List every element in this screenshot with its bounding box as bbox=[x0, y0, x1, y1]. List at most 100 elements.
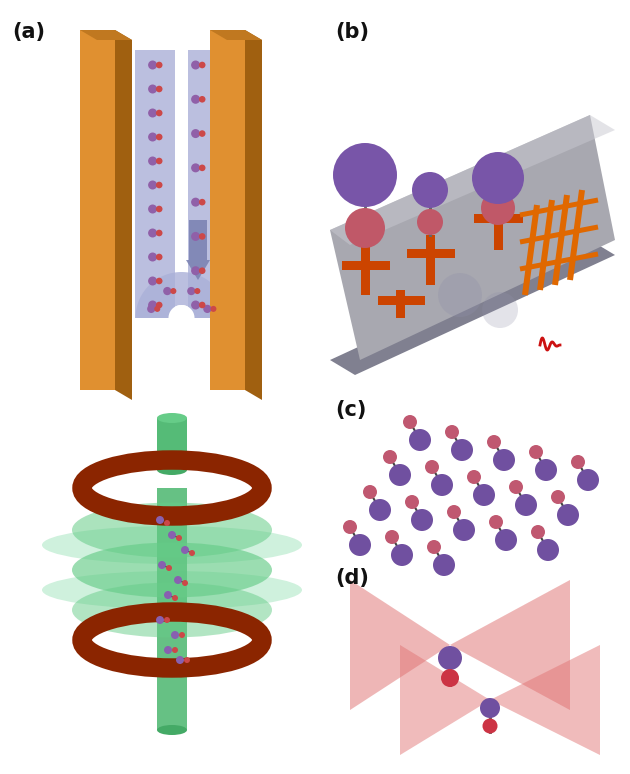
Circle shape bbox=[531, 525, 545, 539]
Circle shape bbox=[158, 561, 166, 569]
Polygon shape bbox=[330, 115, 615, 360]
Circle shape bbox=[148, 180, 157, 190]
Circle shape bbox=[333, 143, 397, 207]
Circle shape bbox=[203, 305, 212, 313]
Circle shape bbox=[199, 165, 205, 171]
Circle shape bbox=[427, 540, 441, 554]
Polygon shape bbox=[210, 30, 245, 390]
Polygon shape bbox=[157, 488, 187, 640]
Ellipse shape bbox=[72, 543, 272, 598]
Circle shape bbox=[551, 490, 565, 504]
Circle shape bbox=[571, 455, 585, 469]
Circle shape bbox=[148, 300, 157, 310]
Circle shape bbox=[172, 595, 178, 601]
Circle shape bbox=[191, 163, 200, 173]
Circle shape bbox=[487, 435, 501, 449]
Polygon shape bbox=[350, 580, 450, 710]
Circle shape bbox=[148, 252, 157, 262]
Circle shape bbox=[174, 576, 182, 584]
Polygon shape bbox=[135, 50, 175, 318]
Circle shape bbox=[433, 554, 455, 576]
Polygon shape bbox=[520, 197, 598, 217]
Circle shape bbox=[189, 550, 195, 556]
Circle shape bbox=[156, 206, 163, 212]
Circle shape bbox=[515, 494, 537, 516]
Polygon shape bbox=[493, 198, 503, 250]
Circle shape bbox=[164, 591, 172, 599]
Ellipse shape bbox=[157, 413, 187, 423]
Circle shape bbox=[417, 209, 443, 235]
Circle shape bbox=[343, 520, 357, 534]
Circle shape bbox=[148, 276, 157, 286]
Circle shape bbox=[447, 505, 461, 519]
Circle shape bbox=[156, 62, 163, 68]
Circle shape bbox=[453, 519, 475, 541]
Polygon shape bbox=[80, 30, 132, 40]
Polygon shape bbox=[490, 645, 600, 755]
Circle shape bbox=[170, 288, 176, 294]
Circle shape bbox=[482, 292, 518, 328]
Circle shape bbox=[349, 534, 371, 556]
Circle shape bbox=[148, 108, 157, 118]
Circle shape bbox=[403, 415, 417, 429]
Text: (c): (c) bbox=[335, 400, 367, 420]
Circle shape bbox=[166, 565, 172, 571]
Circle shape bbox=[191, 60, 200, 70]
Polygon shape bbox=[210, 30, 262, 40]
Circle shape bbox=[156, 110, 163, 116]
Polygon shape bbox=[520, 224, 598, 245]
Polygon shape bbox=[537, 200, 555, 290]
Circle shape bbox=[529, 445, 543, 459]
Polygon shape bbox=[378, 296, 425, 304]
Polygon shape bbox=[360, 240, 370, 295]
Circle shape bbox=[199, 199, 205, 205]
FancyArrow shape bbox=[186, 220, 210, 280]
Circle shape bbox=[156, 182, 163, 188]
Circle shape bbox=[156, 254, 163, 260]
Circle shape bbox=[148, 60, 157, 70]
Circle shape bbox=[483, 718, 498, 734]
Polygon shape bbox=[80, 30, 115, 390]
Polygon shape bbox=[330, 240, 615, 375]
Circle shape bbox=[148, 228, 157, 238]
Circle shape bbox=[156, 302, 163, 308]
Circle shape bbox=[481, 191, 515, 225]
Circle shape bbox=[473, 484, 495, 506]
Circle shape bbox=[391, 544, 413, 566]
Polygon shape bbox=[490, 645, 600, 755]
Circle shape bbox=[210, 306, 217, 312]
Circle shape bbox=[163, 287, 171, 295]
Circle shape bbox=[369, 499, 391, 521]
Polygon shape bbox=[407, 248, 455, 258]
Circle shape bbox=[164, 520, 170, 526]
Circle shape bbox=[535, 459, 557, 481]
Polygon shape bbox=[330, 115, 615, 245]
Circle shape bbox=[199, 130, 205, 137]
Circle shape bbox=[389, 464, 411, 486]
Circle shape bbox=[472, 152, 524, 204]
Polygon shape bbox=[396, 290, 404, 318]
Circle shape bbox=[154, 306, 160, 312]
Circle shape bbox=[181, 546, 189, 554]
Circle shape bbox=[509, 480, 523, 494]
Circle shape bbox=[191, 266, 200, 276]
Circle shape bbox=[172, 647, 178, 653]
Circle shape bbox=[184, 657, 190, 663]
Polygon shape bbox=[474, 214, 523, 222]
Circle shape bbox=[147, 305, 156, 313]
Circle shape bbox=[405, 495, 419, 509]
Circle shape bbox=[577, 469, 599, 491]
Polygon shape bbox=[400, 645, 490, 755]
Circle shape bbox=[445, 425, 459, 439]
Circle shape bbox=[191, 94, 200, 104]
Ellipse shape bbox=[42, 526, 302, 564]
Circle shape bbox=[156, 158, 163, 164]
Circle shape bbox=[148, 132, 157, 142]
Circle shape bbox=[438, 273, 482, 317]
Polygon shape bbox=[157, 640, 187, 730]
Circle shape bbox=[441, 669, 459, 687]
Circle shape bbox=[412, 172, 448, 208]
Text: (b): (b) bbox=[335, 22, 369, 42]
Ellipse shape bbox=[157, 465, 187, 475]
Ellipse shape bbox=[42, 571, 302, 609]
